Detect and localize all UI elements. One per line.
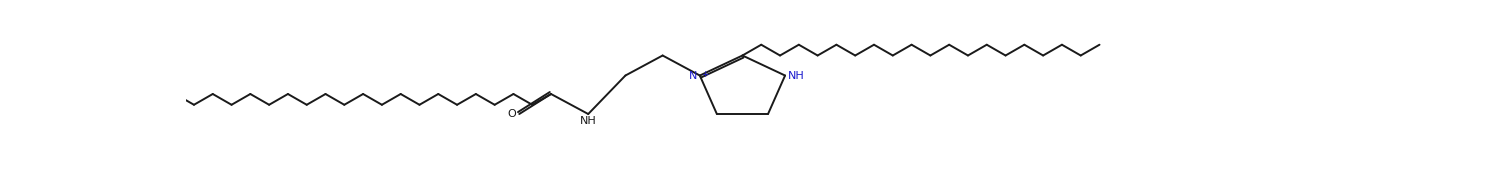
Text: NH: NH — [580, 116, 597, 126]
Text: N: N — [689, 70, 698, 80]
Text: O: O — [507, 109, 516, 119]
Text: NH: NH — [787, 70, 804, 80]
Text: +: + — [701, 70, 708, 79]
